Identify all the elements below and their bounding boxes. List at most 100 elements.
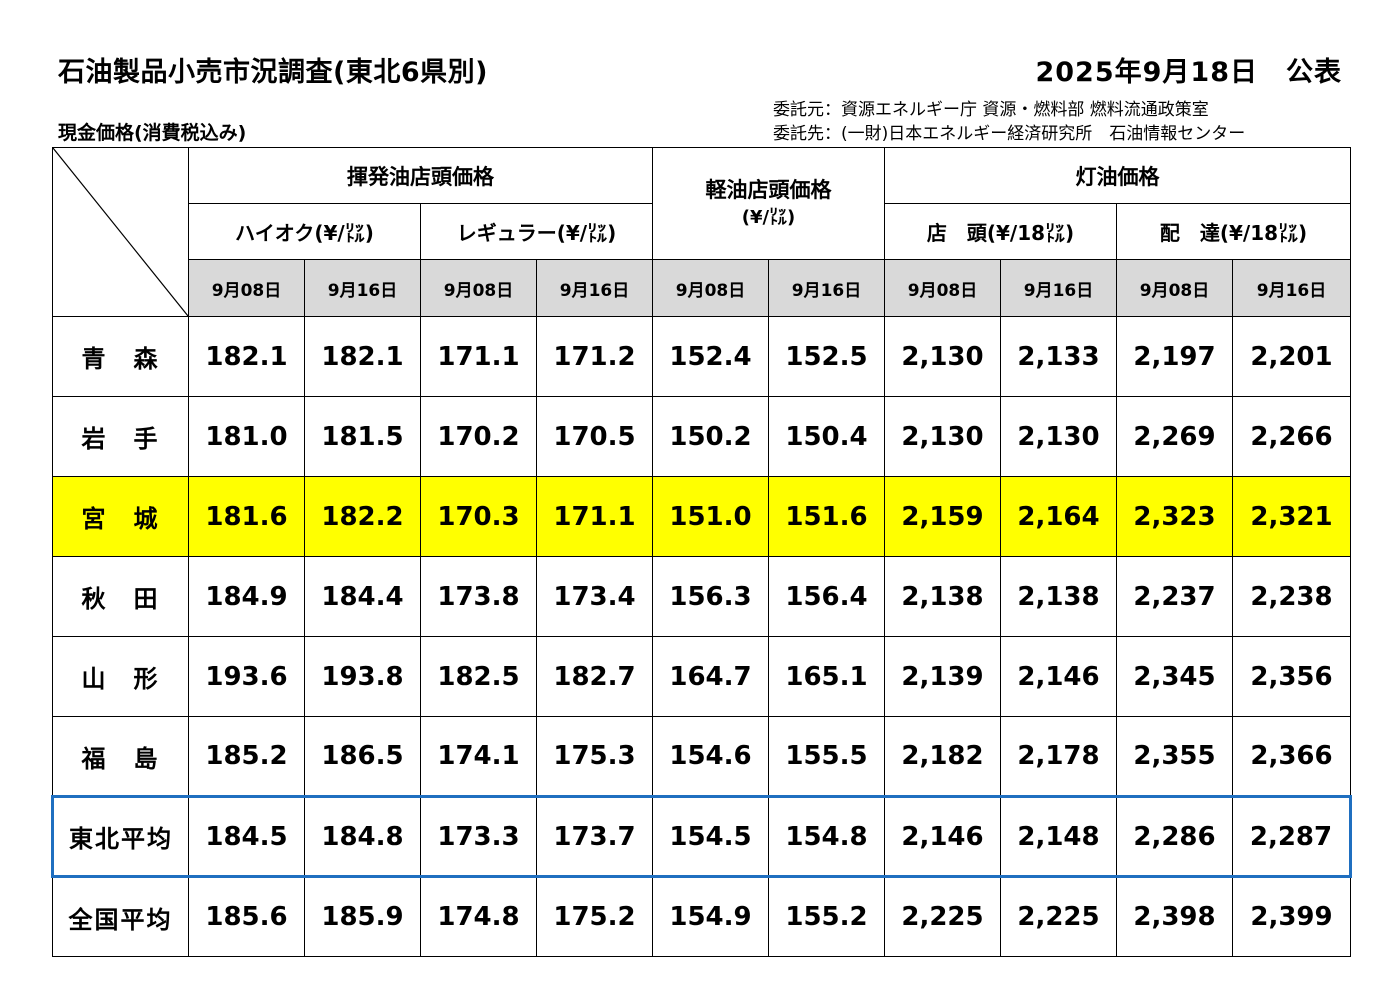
price-value: 2,146: [1000, 636, 1117, 717]
price-value: 2,321: [1232, 476, 1351, 557]
kerosene-store-header: 店 頭(¥/18㍑): [884, 203, 1117, 260]
price-value: 165.1: [768, 636, 885, 717]
price-value: 2,130: [1000, 396, 1117, 477]
price-value: 173.7: [536, 795, 653, 878]
price-value: 150.4: [768, 396, 885, 477]
date-header: 9月16日: [768, 259, 885, 317]
price-value: 2,130: [884, 316, 1001, 397]
price-value: 152.4: [652, 316, 769, 397]
region-name: 宮 城: [52, 476, 189, 557]
date-header: 9月16日: [536, 259, 653, 317]
price-value: 2,182: [884, 716, 1001, 797]
price-value: 170.5: [536, 396, 653, 477]
price-value: 182.5: [420, 636, 537, 717]
price-value: 173.4: [536, 556, 653, 637]
price-value: 2,138: [1000, 556, 1117, 637]
region-name: 秋 田: [52, 556, 189, 637]
price-value: 2,178: [1000, 716, 1117, 797]
price-value: 170.2: [420, 396, 537, 477]
price-value: 154.8: [768, 795, 885, 878]
price-value: 2,286: [1116, 795, 1233, 878]
price-value: 185.2: [188, 716, 305, 797]
price-value: 155.5: [768, 716, 885, 797]
price-value: 182.1: [304, 316, 421, 397]
corner-diagonal-cell: [52, 147, 189, 317]
price-value: 2,323: [1116, 476, 1233, 557]
table-row: 東北平均 184.5 184.8 173.3 173.7 154.5 154.8 2,146 2…: [51, 795, 1352, 878]
price-value: 174.1: [420, 716, 537, 797]
price-value: 193.8: [304, 636, 421, 717]
price-value: 182.2: [304, 476, 421, 557]
date-header: 9月16日: [1000, 259, 1117, 317]
price-value: 150.2: [652, 396, 769, 477]
table-row: 全国平均 185.6 185.9 174.8 175.2 154.9 155.2 2,225 2…: [52, 876, 1351, 957]
price-value: 151.6: [768, 476, 885, 557]
table-row: 青 森 182.1 182.1 171.1 171.2 152.4 152.5 2,130 2,…: [52, 316, 1351, 397]
price-value: 2,138: [884, 556, 1001, 637]
price-value: 184.5: [188, 795, 305, 878]
price-value: 2,146: [884, 795, 1001, 878]
price-value: 154.5: [652, 795, 769, 878]
price-value: 2,225: [884, 876, 1001, 957]
price-value: 155.2: [768, 876, 885, 957]
price-value: 171.2: [536, 316, 653, 397]
region-name: 青 森: [52, 316, 189, 397]
commissioner-text: 委託元：資源エネルギー庁 資源・燃料部 燃料流通政策室: [773, 100, 1209, 120]
price-value: 175.3: [536, 716, 653, 797]
region-name: 福 島: [52, 716, 189, 797]
table-row: 岩 手 181.0 181.5 170.2 170.5 150.2 150.4 2,130 2,…: [52, 396, 1351, 477]
price-value: 184.4: [304, 556, 421, 637]
price-value: 2,133: [1000, 316, 1117, 397]
price-value: 186.5: [304, 716, 421, 797]
kerosene-delivery-header: 配 達(¥/18㍑): [1116, 203, 1351, 260]
price-value: 174.8: [420, 876, 537, 957]
date-header: 9月08日: [188, 259, 305, 317]
price-value: 154.6: [652, 716, 769, 797]
price-value: 2,355: [1116, 716, 1233, 797]
price-value: 156.3: [652, 556, 769, 637]
price-value: 156.4: [768, 556, 885, 637]
price-value: 154.9: [652, 876, 769, 957]
price-value: 2,399: [1232, 876, 1351, 957]
price-value: 193.6: [188, 636, 305, 717]
price-value: 175.2: [536, 876, 653, 957]
date-header: 9月08日: [420, 259, 537, 317]
price-value: 173.8: [420, 556, 537, 637]
price-value: 164.7: [652, 636, 769, 717]
premium-header: ハイオク(¥/㍑): [188, 203, 421, 260]
price-value: 181.5: [304, 396, 421, 477]
price-table: 揮発油店頭価格 軽油店頭価格 (¥/㍑) 灯油価格 ハイオク(¥/㍑) レギュラ…: [51, 147, 1352, 957]
price-value: 171.1: [536, 476, 653, 557]
gasoline-header: 揮発油店頭価格: [188, 147, 653, 204]
date-header: 9月08日: [884, 259, 1001, 317]
price-value: 2,237: [1116, 556, 1233, 637]
publish-date: 2025年9月18日 公表: [1035, 57, 1342, 88]
price-value: 151.0: [652, 476, 769, 557]
price-value: 182.7: [536, 636, 653, 717]
date-header-row: 9月08日 9月16日 9月08日 9月16日 9月08日 9月16日 9月08日 9月16日…: [53, 259, 1351, 317]
price-value: 2,287: [1232, 795, 1352, 878]
price-value: 2,398: [1116, 876, 1233, 957]
price-value: 2,238: [1232, 556, 1351, 637]
price-value: 2,269: [1116, 396, 1233, 477]
table-row: 宮 城 181.6 182.2 170.3 171.1 151.0 151.6 2,159 2,…: [52, 476, 1351, 557]
diesel-header: 軽油店頭価格 (¥/㍑): [652, 147, 885, 260]
table-row: 山 形 193.6 193.8 182.5 182.7 164.7 165.1 2,139 2,…: [52, 636, 1351, 717]
diagonal-line: [53, 148, 188, 316]
region-name: 東北平均: [51, 795, 189, 878]
diesel-unit: (¥/㍑): [741, 206, 796, 228]
price-value: 2,139: [884, 636, 1001, 717]
credits: 委託元：資源エネルギー庁 資源・燃料部 燃料流通政策室 委託先：(一財)日本エネ…: [773, 98, 1245, 146]
date-header: 9月08日: [652, 259, 769, 317]
price-value: 2,345: [1116, 636, 1233, 717]
regular-header: レギュラー(¥/㍑): [420, 203, 653, 260]
table-body: 青 森 182.1 182.1 171.1 171.2 152.4 152.5 2,130 2,…: [51, 316, 1352, 957]
price-value: 2,130: [884, 396, 1001, 477]
price-value: 152.5: [768, 316, 885, 397]
price-value: 2,164: [1000, 476, 1117, 557]
contractor-text: 委託先：(一財)日本エネルギー経済研究所 石油情報センター: [773, 124, 1246, 144]
table-row: 福 島 185.2 186.5 174.1 175.3 154.6 155.5 2,182 2,…: [52, 716, 1351, 797]
price-value: 170.3: [420, 476, 537, 557]
price-value: 2,225: [1000, 876, 1117, 957]
date-header: 9月16日: [1232, 259, 1351, 317]
